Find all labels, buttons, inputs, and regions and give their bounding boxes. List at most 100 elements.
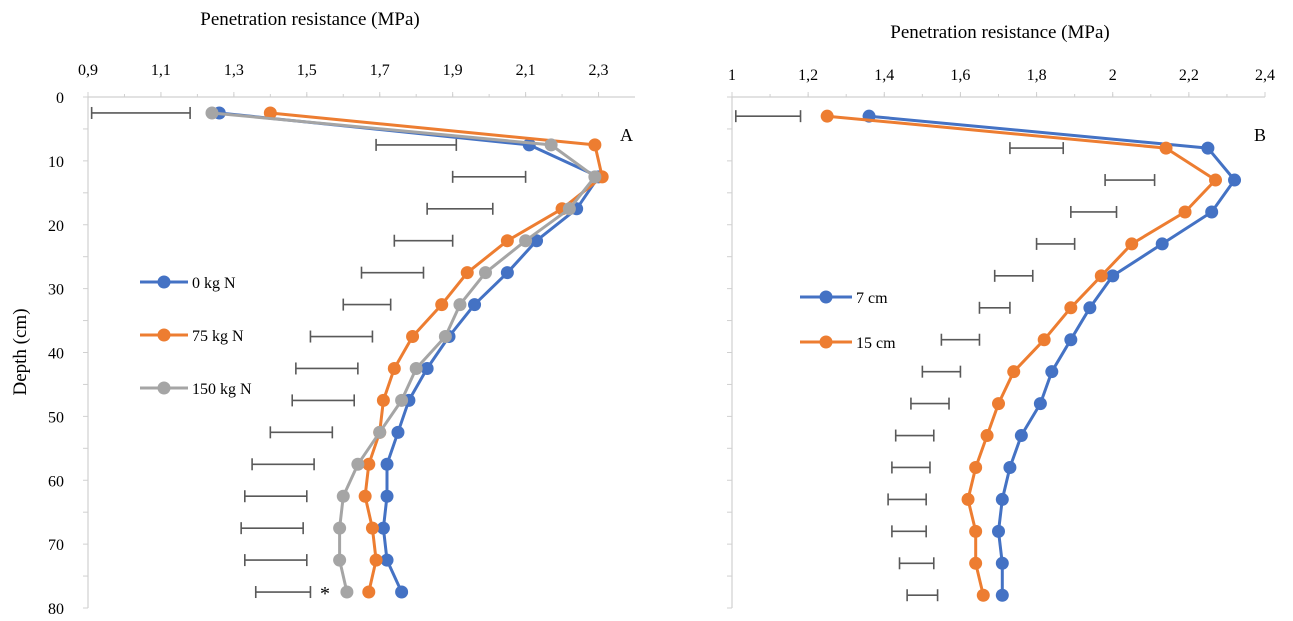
- legend-swatch-marker: [819, 335, 833, 349]
- error-bar-b: [894, 429, 935, 442]
- legend-label: 15 cm: [856, 335, 896, 352]
- data-point: [519, 234, 533, 248]
- x-tick-label-b: 1,8: [1027, 67, 1047, 84]
- data-point: [438, 330, 452, 344]
- error-bar-a: [291, 394, 356, 407]
- series-line: [827, 114, 1217, 596]
- legend-item: 75 kg N: [140, 328, 244, 345]
- error-bar-a: [375, 138, 458, 151]
- error-bar-a: [309, 330, 374, 343]
- data-point: [544, 138, 558, 152]
- legend-swatch-marker: [157, 275, 171, 289]
- x-tick-label-b: 1,4: [874, 67, 894, 84]
- error-bar-a: [254, 586, 312, 599]
- panel-label-b: B: [1254, 125, 1266, 145]
- data-point: [995, 588, 1009, 602]
- series-a-0: [212, 106, 606, 599]
- x-tick-label-b: 2: [1109, 67, 1117, 84]
- legend-item: 150 kg N: [140, 381, 252, 398]
- data-point: [588, 138, 602, 152]
- panel-a: 0,9 1,1 1,3 1,5 1,7 1,9 2,1 2,3 0 10 20 30 40 50 60 70 8…: [48, 62, 635, 618]
- series-line: [219, 111, 600, 593]
- data-point: [420, 361, 434, 375]
- data-point: [992, 397, 1005, 411]
- data-point: [362, 585, 376, 599]
- legend-label: 150 kg N: [192, 381, 252, 398]
- error-bar-a: [244, 554, 308, 567]
- data-point: [980, 429, 994, 443]
- legend-b: 7 cm 15 cm: [800, 290, 896, 352]
- x-tick-label-a: 1,5: [297, 62, 317, 79]
- data-point: [263, 106, 277, 120]
- data-point: [409, 361, 423, 375]
- data-point: [976, 588, 990, 602]
- y-tick-label-a: 40: [48, 346, 64, 363]
- data-point: [435, 298, 449, 312]
- x-tick-label-a: 2,1: [516, 62, 536, 79]
- error-bar-b: [1104, 174, 1156, 187]
- error-bar-b: [735, 110, 802, 123]
- error-bar-a: [360, 266, 425, 279]
- error-bar-a: [295, 362, 359, 375]
- y-tick-label-a: 30: [48, 282, 64, 299]
- legend-swatch-marker: [157, 328, 171, 342]
- x-tick-label-b: 1,6: [950, 67, 970, 84]
- series-b-0: [862, 109, 1242, 602]
- y-tick-label-a: 60: [48, 473, 64, 490]
- series-a-2: [205, 106, 602, 599]
- data-point: [333, 521, 347, 535]
- data-point: [1003, 460, 1017, 474]
- data-point: [376, 393, 390, 407]
- data-point: [1033, 397, 1047, 411]
- data-point: [969, 460, 983, 474]
- legend-label: 0 kg N: [192, 275, 236, 292]
- data-point: [1205, 205, 1219, 219]
- data-point: [1064, 301, 1078, 315]
- data-point: [333, 553, 347, 567]
- y-tick-label-a: 0: [56, 90, 64, 107]
- data-point: [530, 234, 544, 248]
- data-point: [820, 109, 834, 123]
- data-point: [1159, 141, 1173, 155]
- error-bar-b: [910, 397, 950, 410]
- data-point: [1014, 429, 1028, 443]
- x-tick-label-b: 2,2: [1179, 67, 1199, 84]
- error-bar-a: [240, 522, 304, 535]
- error-bar-b: [887, 493, 927, 506]
- error-bar-b: [1035, 237, 1076, 250]
- legend-swatch-marker: [819, 290, 833, 304]
- data-point: [460, 266, 474, 280]
- data-point: [376, 521, 390, 535]
- data-point: [380, 553, 394, 567]
- x-tick-label-a: 1,1: [151, 62, 171, 79]
- data-point: [588, 170, 602, 184]
- legend-item: 7 cm: [800, 290, 888, 307]
- error-bar-b: [1070, 205, 1118, 218]
- data-point: [992, 524, 1005, 538]
- x-axis-title-a: Penetration resistance (MPa): [200, 9, 419, 30]
- x-tick-label-a: 1,7: [370, 62, 390, 79]
- error-bar-b: [921, 365, 962, 378]
- panel-b: 1 1,2 1,4 1,6 1,8 2 2,2 2,4 7 cm 15 cm: [727, 67, 1275, 609]
- error-bar-b: [891, 461, 931, 474]
- chart-marks: 0,9 1,1 1,3 1,5 1,7 1,9 2,1 2,3 0 10 20 30 40 50 60 70 8…: [48, 62, 1275, 618]
- y-tick-label-a: 50: [48, 409, 64, 426]
- data-point: [406, 330, 420, 344]
- data-point: [336, 489, 350, 503]
- data-point: [205, 106, 219, 120]
- error-bar-b: [1009, 142, 1065, 155]
- data-point: [1178, 205, 1192, 219]
- y-tick-label-a: 70: [48, 537, 64, 554]
- data-point: [468, 298, 482, 312]
- data-point: [380, 457, 394, 471]
- series-line: [211, 111, 597, 593]
- data-point: [340, 585, 354, 599]
- y-tick-label-a: 10: [48, 154, 64, 171]
- data-point: [961, 492, 975, 506]
- data-point: [1125, 237, 1139, 251]
- data-point: [1106, 269, 1120, 283]
- data-point: [380, 489, 394, 503]
- data-point: [500, 234, 514, 248]
